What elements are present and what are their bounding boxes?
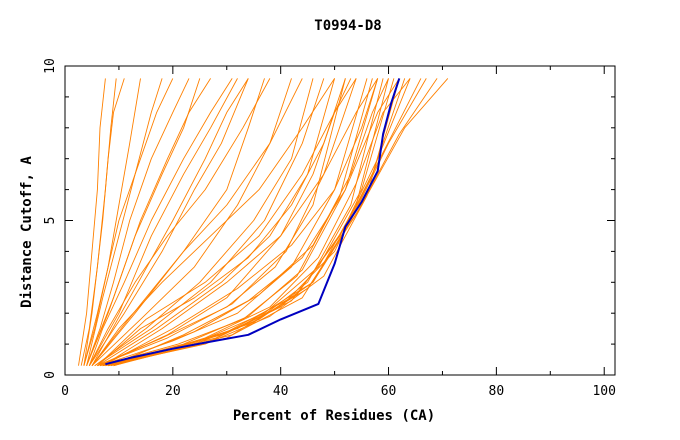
series-line-14 xyxy=(94,78,325,367)
x-tick-label: 40 xyxy=(273,384,289,399)
series-line-13 xyxy=(94,78,314,367)
series-line-30 xyxy=(113,78,449,367)
series-line-7 xyxy=(86,78,211,366)
x-tick-label: 20 xyxy=(165,384,181,399)
y-tick-label: 5 xyxy=(43,217,58,225)
series-line-36 xyxy=(88,78,271,366)
series-line-12 xyxy=(91,78,292,367)
series-line-17 xyxy=(97,78,357,367)
series-line-42 xyxy=(99,78,352,367)
y-tick-label: 0 xyxy=(43,371,58,379)
series-line-6 xyxy=(86,78,201,366)
series-line-41 xyxy=(107,78,389,367)
series-line-35 xyxy=(91,78,303,366)
series-line-40 xyxy=(102,78,379,367)
series-line-9 xyxy=(88,78,249,366)
series-line-43 xyxy=(113,78,411,367)
y-tick-label: 10 xyxy=(43,58,58,74)
series-line-44 xyxy=(110,78,400,367)
series-line-11 xyxy=(91,78,265,366)
x-tick-label: 100 xyxy=(592,384,615,399)
highlight-layer xyxy=(105,78,401,366)
series-line-38 xyxy=(86,78,190,366)
series-line-20 xyxy=(102,78,379,367)
chart-title: T0994-D8 xyxy=(314,18,381,34)
series-line-3 xyxy=(83,78,125,366)
series-line-4 xyxy=(83,78,174,366)
series-line-39 xyxy=(83,78,141,366)
series-line-5 xyxy=(86,78,163,366)
y-axis-label: Distance Cutoff, A xyxy=(19,156,35,308)
x-tick-label: 0 xyxy=(61,384,69,399)
series-line-8 xyxy=(88,78,238,366)
series-line-27 xyxy=(107,78,422,367)
x-tick-label: 80 xyxy=(489,384,505,399)
series-line-34 xyxy=(91,78,335,366)
ticks-layer: 0 20 40 60 80 100 0 5 10 xyxy=(43,58,616,399)
series-line-37 xyxy=(88,78,233,366)
x-tick-label: 60 xyxy=(381,384,397,399)
x-axis-label: Percent of Residues (CA) xyxy=(233,408,435,424)
highlight-series-line xyxy=(105,78,401,366)
series-line-10 xyxy=(91,78,249,366)
series-layer xyxy=(78,78,449,367)
series-line-1 xyxy=(78,78,106,366)
